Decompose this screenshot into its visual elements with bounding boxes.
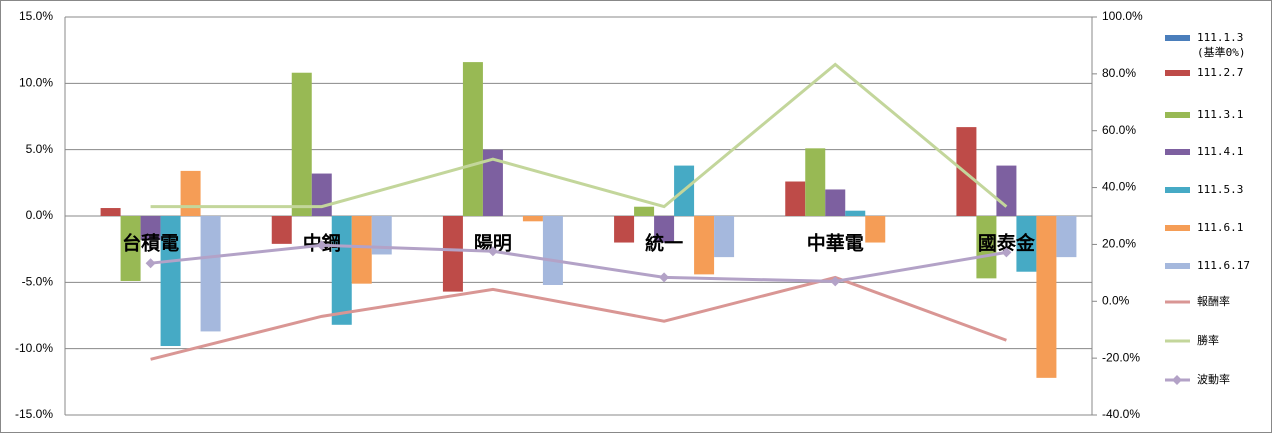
legend-label: 報酬率: [1197, 295, 1230, 308]
y2-tick-label: 100.0%: [1102, 9, 1143, 23]
line-marker: [830, 276, 841, 287]
x-tick-label: 國泰金: [978, 231, 1036, 254]
legend-label: 111.3.1: [1197, 108, 1244, 121]
bar: [271, 216, 292, 244]
legend-label: 111.1.3 (基準0%): [1197, 31, 1246, 59]
bar: [785, 181, 806, 216]
bar: [614, 216, 635, 243]
bar: [976, 216, 997, 279]
bar: [694, 216, 715, 275]
legend-swatch: [1165, 35, 1190, 41]
y-tick-label: -15.0%: [15, 407, 53, 421]
y2-tick-label: 0.0%: [1102, 293, 1130, 307]
legend-swatch: [1165, 187, 1190, 193]
line-marker: [316, 240, 327, 251]
line-series: [150, 243, 1007, 283]
bar: [825, 189, 846, 216]
bar: [200, 216, 221, 332]
legend-marker: [1172, 375, 1182, 385]
bar: [634, 206, 655, 216]
legend-label: 111.4.1: [1197, 145, 1244, 158]
y-tick-label: 10.0%: [19, 76, 53, 90]
bar: [351, 216, 372, 284]
x-tick-label: 中華電: [807, 231, 864, 254]
y2-tick-label: 60.0%: [1102, 123, 1136, 137]
y-tick-label: -5.0%: [22, 275, 54, 289]
y2-tick-label: -20.0%: [1102, 350, 1140, 364]
bar: [100, 208, 121, 216]
x-tick-label: 台積電: [122, 231, 179, 254]
bar: [160, 216, 181, 347]
bar: [996, 165, 1017, 216]
legend-swatch: [1165, 70, 1190, 76]
y-tick-label: -10.0%: [15, 341, 53, 355]
line-series: [150, 275, 1007, 361]
y2-tick-label: -40.0%: [1102, 407, 1140, 421]
bar: [180, 170, 201, 216]
bar: [522, 216, 543, 222]
legend-label: 111.6.17: [1197, 259, 1250, 272]
bar: [140, 216, 161, 240]
legend-label: 波動率: [1197, 373, 1230, 386]
x-tick-label: 統一: [645, 231, 683, 254]
bar: [331, 216, 352, 325]
bar: [462, 62, 483, 217]
line-marker: [487, 246, 498, 257]
line-marker: [145, 258, 156, 269]
bar: [805, 148, 826, 216]
y2-tick-label: 40.0%: [1102, 180, 1136, 194]
y-tick-label: 5.0%: [26, 142, 54, 156]
bar: [654, 216, 675, 243]
bar: [442, 216, 463, 292]
legend-label: 勝率: [1197, 334, 1219, 347]
y2-tick-label: 20.0%: [1102, 237, 1136, 251]
y-tick-label: 0.0%: [26, 208, 54, 222]
line-series: [150, 62, 1008, 209]
legend-label: 111.5.3: [1197, 183, 1244, 196]
legend-swatch: [1165, 225, 1190, 231]
legend-label: 111.6.1: [1197, 221, 1244, 234]
y2-tick-label: 80.0%: [1102, 66, 1136, 80]
bar: [482, 149, 503, 216]
y-tick-label: 15.0%: [19, 9, 53, 23]
x-tick-label: 陽明: [474, 232, 512, 254]
bar: [120, 216, 141, 282]
legend-swatch: [1165, 149, 1190, 155]
bar: [1016, 216, 1037, 272]
line-marker: [659, 272, 670, 283]
bar: [865, 216, 886, 243]
bar: [311, 173, 332, 216]
bar: [1056, 216, 1077, 258]
bar: [714, 216, 735, 258]
bar: [291, 72, 312, 216]
legend-swatch: [1165, 112, 1190, 118]
bar: [542, 216, 563, 285]
bar: [1036, 216, 1057, 378]
bar: [845, 210, 866, 216]
legend-swatch: [1165, 263, 1190, 269]
legend-label: 111.2.7: [1197, 66, 1244, 79]
bar: [371, 216, 392, 255]
line-marker: [1001, 247, 1012, 258]
